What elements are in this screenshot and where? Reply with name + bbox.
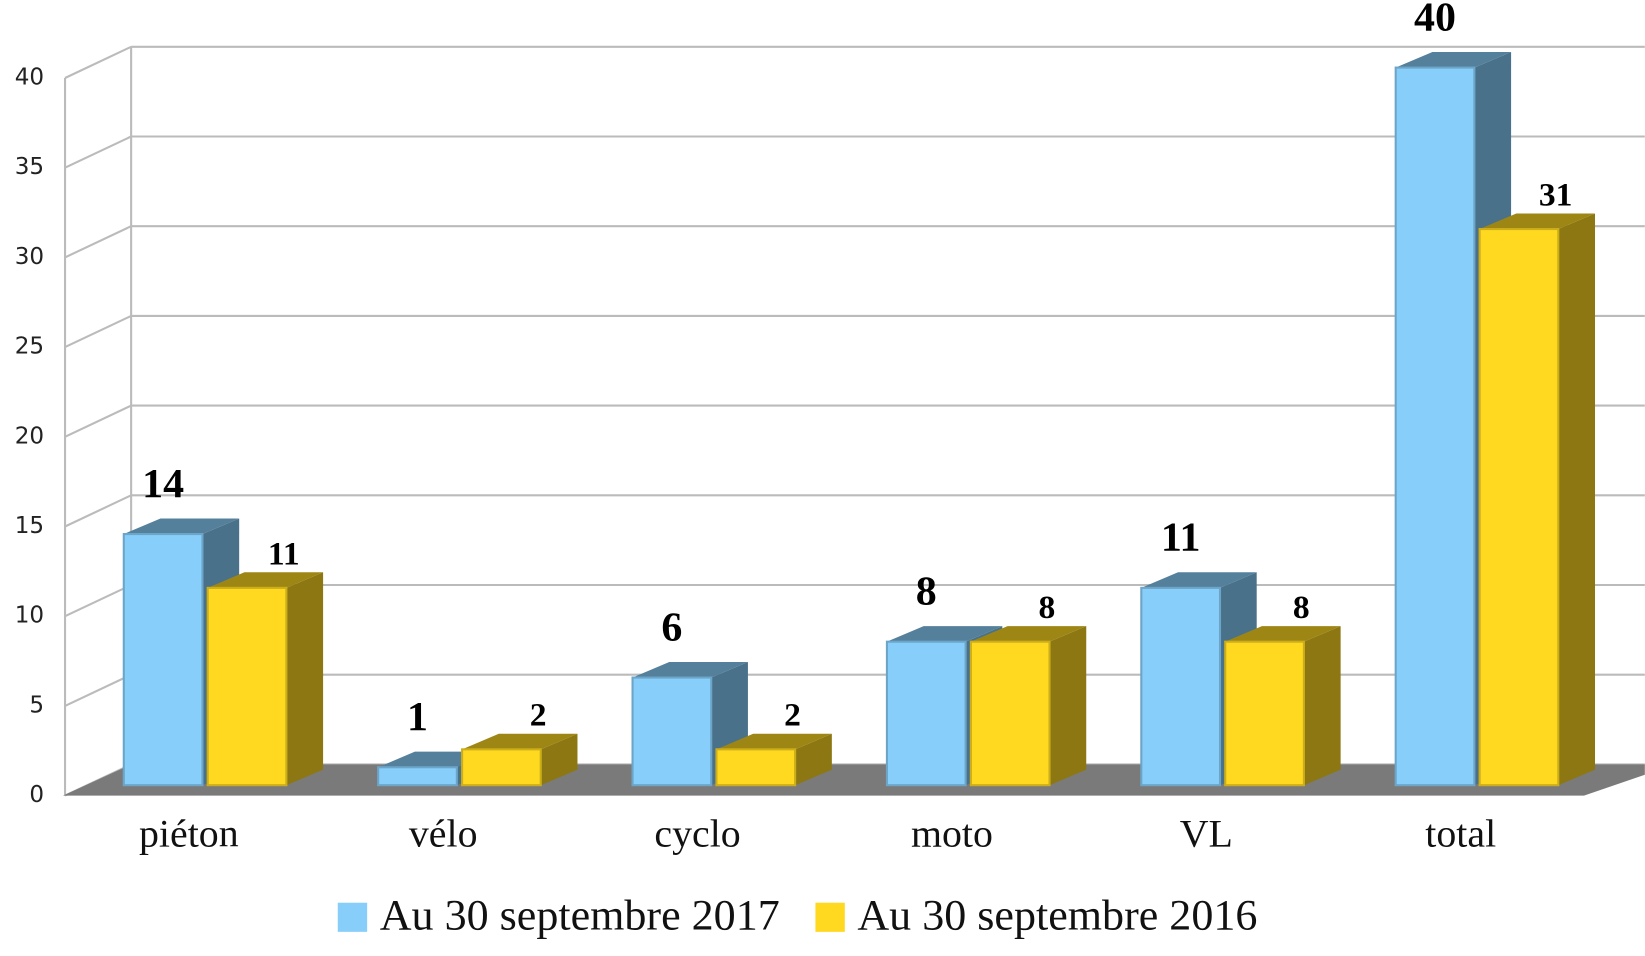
value-label: 40: [1414, 0, 1456, 40]
bar-side: [1303, 626, 1341, 786]
legend-swatch: [815, 902, 845, 932]
bar-top: [207, 572, 324, 588]
bar-side: [1049, 626, 1087, 786]
bar: [1394, 66, 1476, 787]
bar: [122, 532, 204, 787]
bar-side: [1558, 213, 1596, 786]
y-tick-label: 30: [15, 244, 44, 270]
legend-label: Au 30 septembre 2017: [380, 892, 780, 940]
grid-line-side: [64, 135, 132, 169]
bar: [631, 676, 713, 787]
y-tick-label: 40: [15, 65, 44, 91]
bar: [715, 748, 797, 787]
bar-top: [123, 518, 240, 535]
grid-line-side: [64, 225, 132, 259]
y-tick-label: 10: [15, 603, 44, 629]
y-tick-label: 0: [29, 782, 44, 808]
bar: [206, 586, 288, 787]
plot: 0 5 10 15 20 25 30 35 40 piéton 14 11 vélo 1 2 cyclo 6 2 m…: [15, 0, 1645, 939]
legend-swatch: [337, 902, 368, 932]
bar: [969, 640, 1051, 787]
bar: [377, 766, 458, 787]
grid-line-side: [64, 494, 132, 528]
y-tick-label: 25: [15, 334, 44, 360]
grid-line-side: [64, 45, 132, 79]
bar-top: [1141, 572, 1257, 588]
value-label: 1: [407, 694, 428, 740]
y-tick-label: 20: [15, 423, 44, 449]
value-label: 6: [661, 604, 682, 650]
y-tick-label: 5: [29, 692, 44, 718]
bar-top: [1225, 626, 1341, 642]
value-label: 2: [784, 697, 801, 734]
bar: [1478, 228, 1560, 787]
bar-top: [632, 661, 748, 678]
x-tick-label: total: [1425, 811, 1496, 855]
grid-line-side: [64, 314, 132, 349]
y-tick-label: 15: [15, 513, 44, 539]
value-label: 2: [530, 697, 547, 734]
value-label: 14: [142, 461, 184, 507]
x-tick-label: moto: [911, 811, 993, 855]
value-label: 8: [1039, 589, 1056, 626]
bar-side: [795, 733, 832, 786]
legend-label: Au 30 septembre 2016: [857, 892, 1257, 940]
value-label: 8: [1293, 589, 1310, 626]
y-tick-label: 35: [15, 154, 44, 180]
bar: [1140, 586, 1222, 787]
bar-top: [1395, 52, 1512, 68]
bar-side: [286, 572, 324, 786]
value-label: 11: [268, 535, 300, 572]
x-tick-label: cyclo: [654, 811, 740, 855]
x-tick-label: vélo: [409, 811, 478, 855]
bar: [1224, 640, 1305, 787]
grid-line-side: [64, 584, 132, 618]
bar: [885, 640, 967, 787]
x-tick-label: VL: [1180, 811, 1233, 855]
bar-top: [970, 626, 1087, 642]
value-label: 8: [916, 569, 937, 615]
bar: [461, 748, 542, 787]
grid-line-side: [64, 673, 132, 707]
bar-top: [886, 626, 1003, 642]
value-label: 31: [1539, 177, 1573, 214]
value-label: 11: [1161, 515, 1201, 561]
bar-side: [540, 733, 578, 786]
bar-top: [462, 733, 578, 750]
grid-line-side: [64, 404, 132, 438]
bar-top: [716, 733, 832, 750]
bar-top: [1479, 213, 1596, 230]
x-tick-label: piéton: [139, 811, 239, 855]
